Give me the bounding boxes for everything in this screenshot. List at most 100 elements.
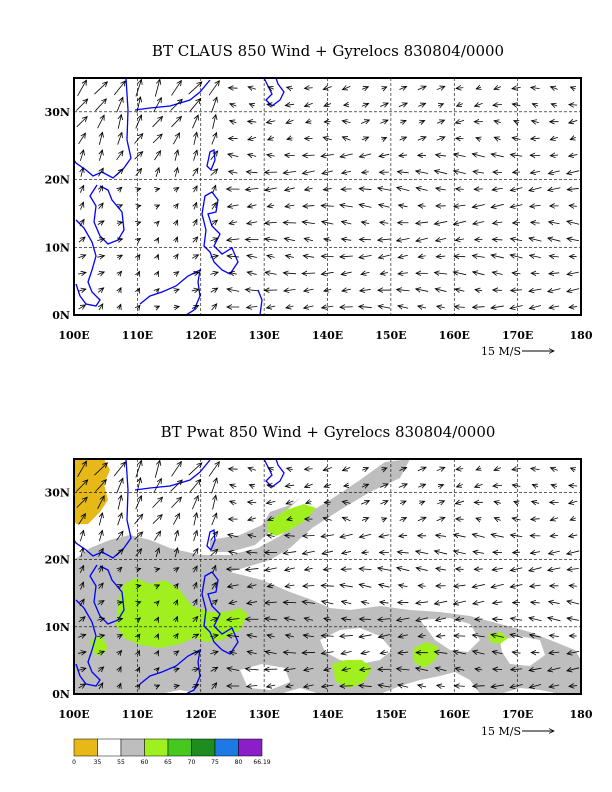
wind-vector: [453, 272, 467, 275]
colorbar-label: 66.19: [253, 759, 270, 766]
wind-vector: [456, 88, 464, 89]
wind-vector: [530, 552, 541, 554]
wind-vector: [80, 599, 84, 607]
wind-vector: [118, 187, 122, 191]
map-frame: [73, 77, 582, 316]
wind-vector: [135, 549, 142, 557]
wind-vector: [321, 154, 334, 156]
wind-vector: [379, 255, 390, 258]
wind-vector: [531, 222, 540, 223]
wind-vector: [156, 668, 159, 671]
wind-vector: [213, 115, 216, 129]
wind-vector: [531, 87, 540, 88]
wind-vector: [397, 188, 410, 191]
wind-vector: [360, 501, 369, 505]
asia-coastline: [74, 459, 211, 687]
wind-vector: [119, 667, 121, 672]
wind-vector: [302, 222, 316, 224]
wind-vector: [78, 652, 86, 654]
wind-vector: [191, 685, 199, 688]
wind-vector: [492, 272, 503, 274]
wind-vector: [303, 206, 315, 207]
wind-vector: [510, 585, 523, 588]
wind-vector: [80, 566, 83, 573]
wind-vector: [473, 601, 485, 604]
wind-vector: [324, 484, 332, 487]
latitude-label: 10N: [45, 621, 70, 634]
wind-vector: [175, 548, 177, 558]
wind-vector: [213, 565, 216, 574]
wind-vector: [174, 568, 179, 571]
wind-vector: [80, 185, 83, 193]
wind-vector: [491, 634, 504, 637]
wind-vector: [135, 460, 142, 478]
wind-vector: [456, 569, 464, 570]
wind-vector: [322, 601, 334, 604]
colorbar-swatch: [144, 738, 169, 757]
pwat-green-region: [414, 642, 438, 668]
wind-vectors: [76, 460, 580, 689]
wind-vector: [321, 206, 334, 207]
wind-vector: [323, 188, 332, 189]
wind-vector: [436, 501, 444, 504]
wind-vector: [137, 634, 139, 637]
wind-vector: [454, 534, 466, 537]
vector-reference-label: 15 M/S: [481, 345, 521, 358]
colorbar-label: 55: [117, 759, 125, 766]
wind-vector: [97, 651, 105, 654]
wind-vector: [417, 86, 426, 89]
wind-vector: [379, 205, 390, 208]
wind-vector: [475, 669, 483, 670]
wind-vector: [361, 272, 370, 274]
wind-vector: [265, 239, 278, 241]
wind-vector: [283, 652, 297, 653]
latitude-label: 0N: [52, 688, 70, 701]
wind-vector: [436, 155, 447, 156]
wind-vector: [154, 531, 160, 541]
wind-vector: [286, 501, 294, 504]
wind-vector: [510, 568, 523, 571]
wind-vector: [475, 290, 483, 291]
wind-vector: [174, 289, 179, 291]
wind-vector: [569, 155, 578, 157]
wind-vector: [380, 120, 388, 123]
wind-vector: [550, 535, 559, 536]
map-frame: [73, 458, 582, 695]
wind-vector: [210, 618, 217, 621]
wind-vector: [175, 237, 177, 242]
wind-vector: [398, 484, 407, 487]
wind-vector: [116, 531, 123, 541]
wind-vector: [170, 99, 183, 111]
wind-vector: [138, 667, 140, 671]
wind-vector: [397, 238, 410, 241]
wind-vector: [134, 134, 143, 144]
wind-vector: [453, 651, 467, 654]
wind-vector: [76, 117, 87, 128]
wind-vector: [265, 188, 277, 190]
wind-vector: [530, 635, 541, 637]
wind-vector: [531, 602, 540, 603]
wind-vector: [321, 652, 334, 654]
colorbar-swatch: [167, 738, 192, 757]
wind-vector: [362, 172, 369, 173]
wind-vector: [268, 518, 275, 521]
wind-vector: [342, 467, 351, 470]
wind-vector: [513, 172, 521, 173]
wind-vector: [285, 585, 295, 587]
wind-vector: [193, 566, 197, 573]
wind-vector: [340, 256, 353, 257]
wind-vector: [137, 569, 141, 570]
wind-vector: [567, 188, 579, 189]
wind-vector: [454, 585, 466, 587]
wind-vector: [99, 186, 102, 193]
asia-coastline: [74, 78, 211, 307]
pwat-green-region: [116, 578, 248, 648]
wind-vector: [436, 467, 445, 470]
wind-vector: [152, 515, 162, 524]
wind-vector: [418, 103, 425, 106]
wind-vector: [191, 669, 199, 671]
wind-vector: [322, 685, 334, 687]
wind-vector: [248, 87, 256, 90]
colorbar: 0 35 55 60 65 70 75 80 66.19: [72, 738, 271, 766]
longitude-label: 100E: [58, 329, 89, 342]
